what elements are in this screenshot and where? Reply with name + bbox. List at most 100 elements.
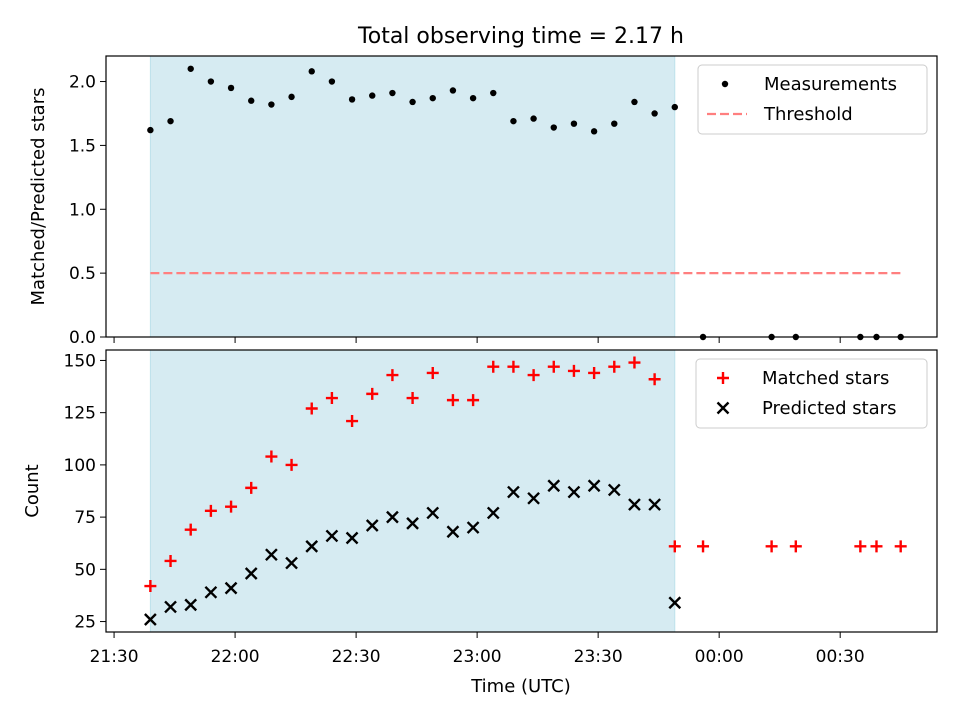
- predicted-star-point: [285, 556, 298, 570]
- matched-star-point: [894, 540, 907, 553]
- legend-matched-swatch: [717, 372, 729, 384]
- measurement-point: [530, 115, 537, 122]
- axes-frame: [105, 55, 938, 338]
- y-tick-label: 2.0: [69, 73, 96, 93]
- measurement-point: [550, 124, 557, 131]
- matched-star-point: [346, 415, 359, 428]
- measurement-point: [348, 96, 356, 103]
- matched-star-point: [285, 458, 298, 471]
- matched-star-point: [697, 540, 710, 553]
- predicted-star-point: [184, 598, 198, 612]
- predicted-star-point: [527, 491, 540, 505]
- matched-star-point: [507, 360, 520, 373]
- matched-star-point: [487, 360, 500, 373]
- axes-frame: [105, 349, 938, 633]
- x-tick-label: 21:30: [90, 647, 139, 667]
- top-panel: 0.0 0.5 1.0 1.5 2.0 Matched/Predicted stars Me…: [28, 55, 938, 348]
- x-tick-label: 00:00: [695, 647, 744, 667]
- y-axis-label: Matched/Predicted stars: [28, 88, 49, 306]
- matched-star-point: [204, 504, 217, 517]
- x-tick-label: 00:30: [816, 647, 865, 667]
- predicted-star-point: [164, 600, 177, 614]
- matched-star-point: [305, 402, 318, 415]
- measurement-point: [570, 120, 578, 127]
- legend-label: Measurements: [764, 74, 897, 95]
- predicted-star-point: [567, 485, 581, 499]
- predicted-star-point: [244, 567, 258, 580]
- predicted-star-point: [648, 498, 661, 511]
- matched-star-point: [406, 392, 419, 405]
- matched-star-point: [245, 481, 258, 494]
- measurement-point: [147, 126, 154, 134]
- matched-star-point: [225, 500, 238, 513]
- measurement-point: [328, 78, 336, 85]
- predicted-star-point: [668, 596, 682, 610]
- y-tick-label: 150: [64, 351, 96, 371]
- predicted-star-point: [628, 498, 641, 511]
- matched-star-point: [668, 540, 681, 553]
- measurement-point: [369, 92, 376, 99]
- legend: Measurements Threshold: [697, 64, 928, 135]
- predicted-star-point: [305, 540, 319, 553]
- predicted-star-point: [507, 485, 520, 499]
- predicted-star-point: [365, 519, 379, 532]
- legend-label: Predicted stars: [762, 398, 896, 419]
- matched-star-point: [588, 366, 601, 379]
- x-tick-label: 23:30: [574, 647, 623, 667]
- predicted-star-point: [265, 548, 278, 562]
- bottom-panel: 25 50 75 100 125 150 21:30 22:00 22:30 23:00 23:30…: [22, 349, 938, 667]
- legend-box: [697, 64, 928, 135]
- measurement-point: [429, 94, 436, 102]
- predicted-star-point: [204, 585, 218, 599]
- predicted-star-point: [144, 613, 157, 626]
- observing-window-shade: [149, 55, 676, 338]
- predicted-star-point: [547, 479, 561, 493]
- y-tick-label: 0.5: [69, 264, 96, 284]
- measurement-point: [207, 78, 215, 85]
- measurement-point: [187, 65, 194, 72]
- legend-predicted-swatch: [716, 401, 730, 415]
- matched-star-point: [547, 360, 560, 373]
- matched-star-point: [870, 540, 883, 553]
- matched-star-point: [325, 392, 338, 405]
- matched-star-point: [527, 369, 540, 382]
- matched-star-point: [386, 369, 399, 382]
- predicted-star-point: [325, 529, 339, 543]
- matched-star-point: [164, 554, 177, 567]
- matched-star-point: [366, 387, 379, 400]
- y-tick-label: 125: [64, 404, 96, 424]
- matched-star-point: [854, 540, 867, 553]
- legend-label: Matched stars: [762, 368, 889, 389]
- predicted-star-point: [426, 506, 440, 520]
- measurement-point: [308, 68, 315, 75]
- y-tick-label: 100: [64, 456, 96, 476]
- x-tick-label: 23:00: [453, 647, 502, 667]
- matched-star-point: [789, 540, 802, 553]
- measurement-point: [268, 101, 275, 108]
- legend-label: Threshold: [763, 104, 853, 125]
- measurement-point: [590, 128, 598, 135]
- y-tick-label: 1.0: [69, 200, 96, 220]
- predicted-star-point: [446, 525, 460, 539]
- measurement-point: [611, 120, 618, 127]
- y-tick-label: 0.0: [69, 328, 96, 348]
- x-axis-label: Time (UTC): [470, 676, 571, 697]
- measurement-point: [469, 94, 477, 102]
- measurement-point: [671, 103, 678, 111]
- measurement-point: [409, 98, 416, 106]
- matched-star-point: [567, 364, 580, 377]
- matched-star-point: [765, 540, 778, 553]
- y-tick-label: 50: [74, 560, 96, 580]
- measurement-point: [288, 93, 295, 101]
- figure-title: Total observing time = 2.17 h: [357, 24, 684, 49]
- predicted-star-point: [486, 506, 500, 520]
- matched-star-point: [184, 523, 197, 536]
- predicted-star-point: [345, 531, 359, 545]
- measurement-point: [167, 117, 174, 125]
- measurement-point: [651, 110, 658, 117]
- matched-star-point: [426, 366, 439, 379]
- matched-star-point: [467, 394, 480, 407]
- y-tick-label: 25: [74, 613, 96, 633]
- measurement-point: [227, 84, 235, 92]
